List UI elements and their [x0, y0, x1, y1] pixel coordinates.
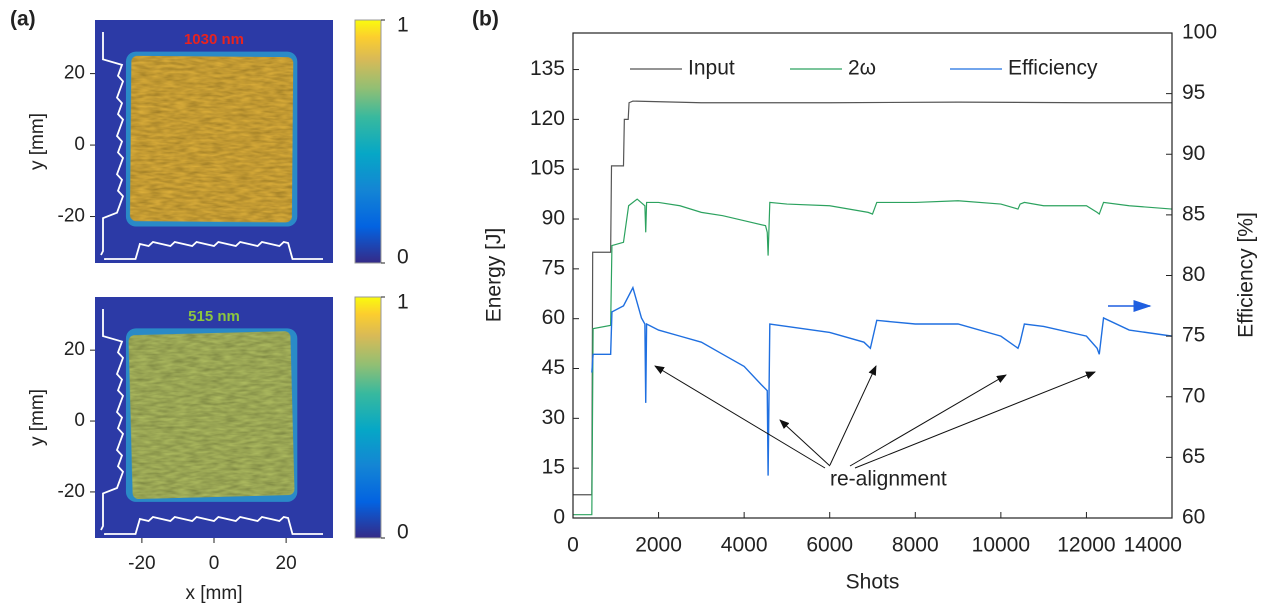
profile-y — [100, 32, 125, 256]
y-axis-label: Energy [J] — [483, 228, 506, 323]
x-axis-label: x [mm] — [186, 583, 243, 604]
x-tick-label: 0 — [209, 553, 220, 574]
series-line — [573, 198, 1173, 516]
legend-label: 2ω — [848, 57, 876, 80]
arrow — [854, 371, 1096, 469]
x-tick-label: 2000 — [635, 534, 682, 557]
heatmap-title: 515 nm — [188, 308, 240, 325]
y2-tick-label: 100 — [1182, 21, 1217, 44]
colorbar-tick-label: 0 — [397, 246, 409, 269]
x-tick-label: 4000 — [721, 534, 768, 557]
colorbar — [354, 296, 382, 539]
colorbar-tick-label: 0 — [397, 521, 409, 544]
x-axis-label: Shots — [846, 571, 900, 594]
y2-tick-label: 95 — [1182, 81, 1205, 104]
y2-axis-label: Efficiency [%] — [1235, 212, 1258, 338]
x-tick-label: 10000 — [972, 534, 1030, 557]
colorbar-tick-label: 1 — [397, 14, 409, 37]
y2-tick-label: 60 — [1182, 506, 1205, 529]
x-tick-label: 6000 — [806, 534, 853, 557]
heatmap-title: 1030 nm — [184, 31, 244, 48]
y2-tick-label: 70 — [1182, 384, 1205, 407]
profile-x — [104, 241, 323, 260]
y-tick-label: 0 — [74, 410, 85, 431]
y-tick-label: 135 — [530, 57, 565, 80]
y-tick-label: 75 — [542, 256, 565, 279]
y-tick-label: 90 — [542, 207, 565, 230]
x-tick-label: 14000 — [1124, 534, 1182, 557]
arrow — [849, 374, 1007, 467]
series-line — [591, 285, 1173, 476]
x-tick-label: 0 — [567, 534, 579, 557]
x-tick-label: -20 — [128, 553, 155, 574]
y-tick-label: 45 — [542, 356, 565, 379]
arrow — [654, 365, 826, 469]
plot-frame — [572, 32, 1173, 519]
profile-x — [104, 516, 323, 535]
y-tick-label: 15 — [542, 456, 565, 479]
y-tick-label: -20 — [58, 481, 85, 502]
colorbar — [354, 19, 382, 264]
y-tick-label: 60 — [542, 306, 565, 329]
panel-label: (a) — [10, 8, 36, 31]
y2-tick-label: 65 — [1182, 445, 1205, 468]
y-tick-label: 0 — [74, 134, 85, 155]
y2-tick-label: 90 — [1182, 142, 1205, 165]
y-axis-label: y [mm] — [27, 389, 48, 446]
heatmap-beam — [130, 55, 294, 223]
y-tick-label: 0 — [553, 506, 565, 529]
profile-y — [100, 309, 125, 531]
y-tick-label: 105 — [530, 157, 565, 180]
series-line — [573, 100, 1172, 496]
x-tick-label: 8000 — [892, 534, 939, 557]
y-tick-label: 20 — [64, 63, 85, 84]
legend-label: Efficiency — [1008, 57, 1098, 80]
y-axis-label: y [mm] — [27, 113, 48, 170]
y-tick-label: 20 — [64, 339, 85, 360]
arrow — [779, 419, 831, 467]
heatmap-beam — [128, 331, 295, 500]
y2-tick-label: 75 — [1182, 324, 1205, 347]
colorbar-tick-label: 1 — [397, 291, 409, 314]
y-tick-label: 30 — [542, 406, 565, 429]
y-tick-label: 120 — [530, 107, 565, 130]
annotation: re-alignment — [830, 468, 947, 491]
x-tick-label: 12000 — [1057, 534, 1115, 557]
arrow — [829, 365, 877, 466]
panel-label: (b) — [472, 8, 499, 31]
y2-tick-label: 80 — [1182, 263, 1205, 286]
x-tick-label: 20 — [276, 553, 297, 574]
y-tick-label: -20 — [58, 206, 85, 227]
y2-tick-label: 85 — [1182, 202, 1205, 225]
annotation-arrows — [654, 300, 1152, 469]
legend-label: Input — [688, 57, 735, 80]
